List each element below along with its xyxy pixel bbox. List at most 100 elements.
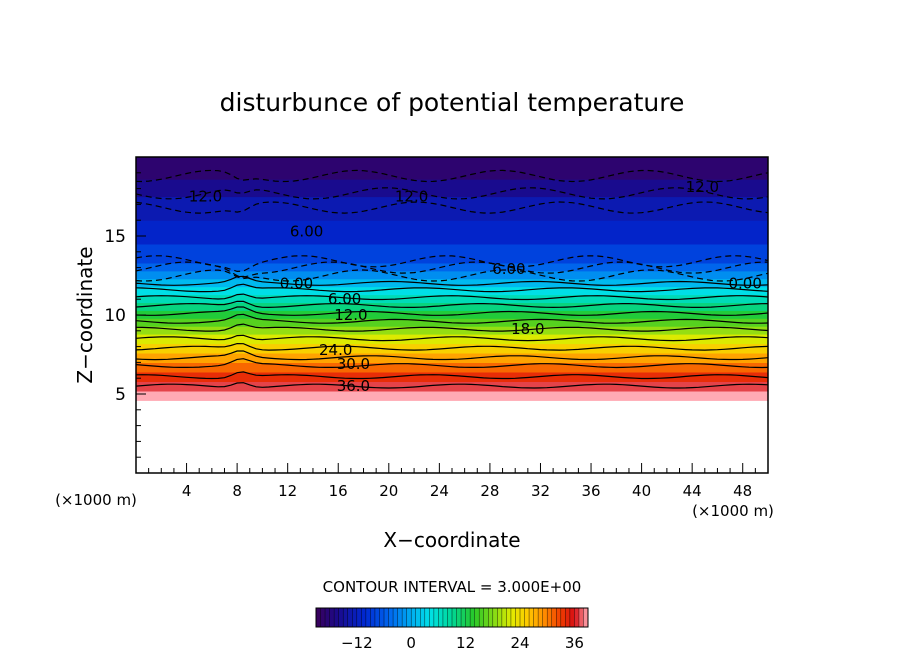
colorbar-swatch [388,608,394,627]
x-tick-label: 32 [531,482,550,500]
colorbar-swatch [506,608,512,627]
colorbar-tick-label: 36 [565,634,584,652]
colorbar-swatch [492,608,498,627]
colorbar-swatch [556,608,562,627]
contour-line [136,187,768,200]
colorbar-swatch [343,608,349,627]
colorbar-swatch [316,608,321,627]
colorbar-swatch [361,608,367,627]
x-unit-right: (×1000 m) [692,502,774,520]
contour-line [136,382,768,389]
contour-label: 12.0 [334,306,367,324]
colorbar-swatch [424,608,430,627]
field-band [136,270,768,280]
contour-label: 36.0 [337,377,370,395]
colorbar-swatch [374,608,380,627]
x-tick-label: 40 [632,482,651,500]
field-band [136,362,768,373]
colorbar-swatch [433,608,439,627]
colorbar-swatch [538,608,543,627]
contour-label: 30.0 [337,355,370,373]
contour-label: 0.00 [280,274,313,292]
field-band [136,243,768,264]
colorbar-swatch [397,608,403,627]
colorbar-swatch [574,608,580,627]
contour-lines [136,169,768,389]
contour-label: 6.00 [492,260,525,278]
colorbar-swatch [483,608,489,627]
y-axis: 5 10 15 [104,172,146,458]
contour-line [136,283,768,293]
colorbar-swatch [551,608,557,627]
colorbar-swatch [470,608,475,627]
contour-line [136,269,768,282]
contour-label: 12.0 [686,178,719,196]
contour-line [136,300,768,309]
field-band [136,179,768,198]
field-band [136,371,768,382]
contour-label: 6.00 [328,290,361,308]
colorbar-tick-label: 0 [406,634,416,652]
colorbar-swatch [411,608,417,627]
contour-line [136,201,768,214]
colorbar-swatch [402,608,407,627]
contour-label: 24.0 [319,341,352,359]
colorbar-swatch [406,608,412,627]
colorbar-frame [315,607,589,628]
field-band [136,196,768,221]
colorbar-swatch [497,608,503,627]
colorbar-swatch [320,608,326,627]
x-tick-label: 28 [480,482,499,500]
x-axis-label: X−coordinate [383,528,520,552]
plot-area [136,157,768,401]
colorbar-swatch [474,608,480,627]
field-band [136,220,768,245]
colorbar-swatch [370,608,376,627]
field-band [136,326,768,335]
field-band [136,390,768,401]
colorbar-swatch [565,608,571,627]
colorbar-swatch [583,608,589,627]
contour-line [136,169,768,183]
contour-line [136,275,768,286]
x-unit-left: (×1000 m) [55,491,137,509]
contour-line [136,371,768,380]
contour-label: 6.00 [290,222,323,240]
colorbar-swatch [547,608,553,627]
x-tick-label: 20 [379,482,398,500]
contour-labels: 12.0 12.012.06.006.000.00 0.006.0012.018.0… [189,178,762,395]
colorbar [316,608,589,627]
contour-line [136,313,768,324]
colorbar-swatch [325,608,330,627]
x-tick-label: 8 [232,482,242,500]
x-tick-label: 4 [182,482,192,500]
y-tick-label: 15 [104,227,126,247]
colorbar-tick-label: −12 [341,634,373,652]
colorbar-swatch [569,608,575,627]
field-band [136,334,768,345]
contour-line [136,358,768,369]
colorbar-swatch [442,608,448,627]
colorbar-swatch [393,608,398,627]
colorbar-swatch [356,608,362,627]
colorbar-tick-label: 12 [456,634,475,652]
colorbar-tick-label: 24 [510,634,529,652]
colorbar-swatch [533,608,539,627]
y-tick-label: 10 [104,306,126,326]
colorbar-swatch [501,608,507,627]
y-tick-label: 5 [115,385,126,405]
y-axis-label: Z−coordinate [73,246,97,383]
contour-label: 18.0 [511,320,544,338]
colorbar-swatch [520,608,525,627]
field-band [136,157,768,180]
contour-label: 12.0 [189,188,222,206]
colorbar-swatch [329,608,335,627]
field-band [136,262,768,272]
colorbar-swatch [452,608,457,627]
colorbar-swatch [515,608,521,627]
colorbar-swatch [379,608,385,627]
colorbar-swatch [438,608,444,627]
field-band [136,286,768,296]
colorbar-ticks: −12 0 12 24 36 [341,634,584,652]
